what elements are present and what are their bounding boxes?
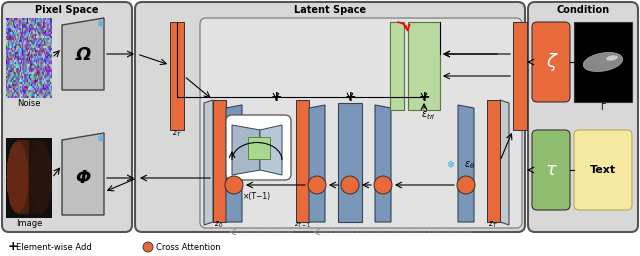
Bar: [213, 100, 226, 222]
Text: $\hat{\epsilon}_{tri}$: $\hat{\epsilon}_{tri}$: [420, 106, 435, 122]
Text: Element-wise Add: Element-wise Add: [16, 242, 92, 251]
Text: $z_T$: $z_T$: [172, 129, 182, 139]
Text: Image: Image: [16, 219, 42, 228]
Polygon shape: [338, 103, 362, 222]
Circle shape: [143, 242, 153, 252]
Text: Pixel Space: Pixel Space: [35, 5, 99, 15]
Polygon shape: [232, 125, 260, 175]
Text: Text: Text: [590, 165, 616, 175]
Polygon shape: [500, 100, 509, 225]
Text: $z_T$: $z_T$: [488, 220, 498, 230]
Text: Latent Space: Latent Space: [294, 5, 366, 15]
Ellipse shape: [583, 52, 623, 71]
Text: ❄: ❄: [446, 160, 454, 170]
Text: τ: τ: [545, 161, 556, 179]
Text: ❄: ❄: [96, 134, 104, 144]
Bar: [248, 137, 270, 159]
Text: ❄: ❄: [96, 19, 104, 29]
FancyBboxPatch shape: [532, 22, 570, 102]
FancyBboxPatch shape: [574, 130, 632, 210]
FancyBboxPatch shape: [532, 130, 570, 210]
Circle shape: [225, 176, 243, 194]
Text: Ω: Ω: [76, 46, 91, 64]
Ellipse shape: [606, 55, 618, 61]
Text: $z_0$: $z_0$: [214, 220, 223, 230]
Polygon shape: [62, 133, 104, 215]
Polygon shape: [260, 125, 282, 175]
Polygon shape: [375, 105, 391, 222]
Text: $\epsilon_{\theta}$: $\epsilon_{\theta}$: [465, 159, 476, 171]
Bar: [513, 22, 527, 130]
Bar: [574, 22, 632, 102]
Text: ζ: ζ: [546, 53, 556, 71]
Text: +: +: [270, 90, 282, 104]
Text: +: +: [8, 240, 19, 253]
Text: $z_{T-1}$: $z_{T-1}$: [294, 220, 312, 230]
Bar: [487, 100, 500, 222]
Polygon shape: [226, 105, 242, 222]
Bar: [170, 22, 184, 130]
Bar: [408, 22, 440, 110]
Circle shape: [374, 176, 392, 194]
FancyBboxPatch shape: [226, 115, 291, 180]
Bar: [296, 100, 309, 222]
Text: Noise: Noise: [17, 99, 41, 108]
Circle shape: [308, 176, 326, 194]
FancyBboxPatch shape: [2, 2, 132, 232]
Circle shape: [457, 176, 475, 194]
Bar: [390, 22, 404, 110]
FancyBboxPatch shape: [528, 2, 638, 232]
Text: +: +: [344, 90, 356, 104]
Polygon shape: [204, 100, 213, 225]
FancyBboxPatch shape: [200, 18, 522, 228]
Text: Cross Attention: Cross Attention: [156, 242, 221, 251]
Text: Γ: Γ: [600, 102, 605, 112]
Polygon shape: [458, 105, 474, 222]
FancyBboxPatch shape: [135, 2, 525, 232]
Polygon shape: [309, 105, 325, 222]
Text: +: +: [418, 90, 430, 104]
Text: Condition: Condition: [556, 5, 609, 15]
Polygon shape: [62, 18, 104, 90]
Circle shape: [341, 176, 359, 194]
Text: Φ: Φ: [76, 169, 91, 187]
Text: ×(T−1): ×(T−1): [243, 193, 271, 201]
